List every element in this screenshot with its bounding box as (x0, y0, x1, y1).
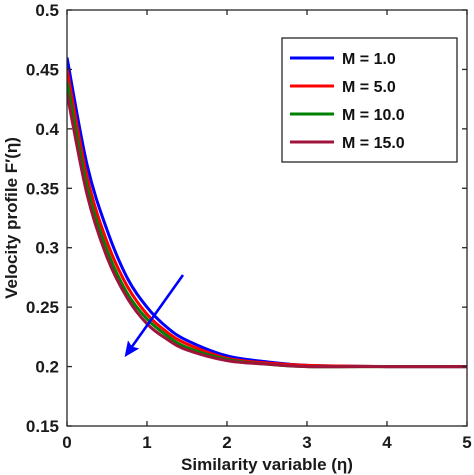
arrow-annotation (124, 274, 185, 358)
y-tick-label: 0.3 (35, 239, 59, 258)
plot-frame (66, 9, 468, 427)
x-tick-label: 3 (302, 433, 311, 452)
y-tick-label: 0.5 (35, 1, 59, 20)
arrow-shaft (130, 274, 185, 348)
y-tick-label: 0.15 (26, 417, 59, 436)
legend-label: M = 1.0 (342, 51, 396, 68)
x-axis-label: Similarity variable (η) (181, 455, 353, 474)
y-tick-label: 0.4 (35, 120, 59, 139)
legend-label: M = 5.0 (342, 79, 396, 96)
y-tick-label: 0.2 (35, 358, 59, 377)
x-tick-label: 2 (222, 433, 231, 452)
x-tick-label: 5 (462, 433, 471, 452)
legend-label: M = 10.0 (342, 107, 405, 124)
y-tick-label: 0.45 (26, 60, 59, 79)
y-tick-label: 0.35 (26, 179, 59, 198)
legend: M = 1.0 M = 5.0 M = 10.0 M = 15.0 (281, 37, 458, 163)
axis-ticks: 0 1 2 3 4 5 0.15 0.2 0.25 0.3 0.35 0.4 0.45 0.5 (26, 1, 472, 452)
y-axis-label: Velocity profile F′(η) (2, 137, 21, 299)
x-tick-label: 0 (62, 433, 71, 452)
y-tick-label: 0.25 (26, 298, 59, 317)
legend-label: M = 15.0 (342, 135, 405, 152)
x-tick-label: 1 (142, 433, 151, 452)
plot-area (67, 57, 467, 369)
series-line-4 (67, 92, 467, 369)
arrow-head (124, 340, 140, 358)
x-tick-label: 4 (382, 433, 392, 452)
